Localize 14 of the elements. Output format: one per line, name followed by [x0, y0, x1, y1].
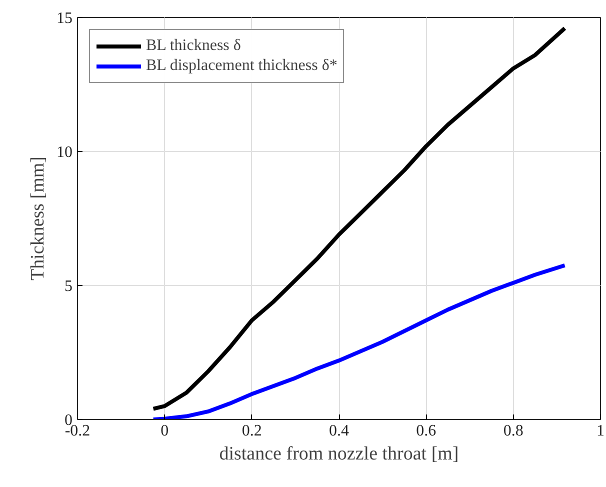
y-axis-title: Thickness [mm]	[28, 156, 48, 280]
legend-label: BL displacement thickness δ*	[146, 57, 338, 75]
x-axis-title: distance from nozzle throat [m]	[219, 444, 459, 464]
x-tick-label: 0.8	[503, 422, 524, 440]
x-tick-label: 1	[596, 422, 604, 440]
y-tick-label: 15	[56, 10, 72, 27]
x-tick-label: 0.4	[329, 422, 349, 440]
legend-label: BL thickness δ	[146, 37, 241, 55]
line-series	[151, 263, 567, 420]
y-tick-label: 5	[64, 278, 72, 295]
x-tick-label: 0	[160, 422, 169, 440]
x-tick-label: 0.6	[416, 422, 436, 440]
y-tick-label: 10	[56, 144, 72, 161]
x-tick-label: 0.2	[242, 422, 262, 440]
